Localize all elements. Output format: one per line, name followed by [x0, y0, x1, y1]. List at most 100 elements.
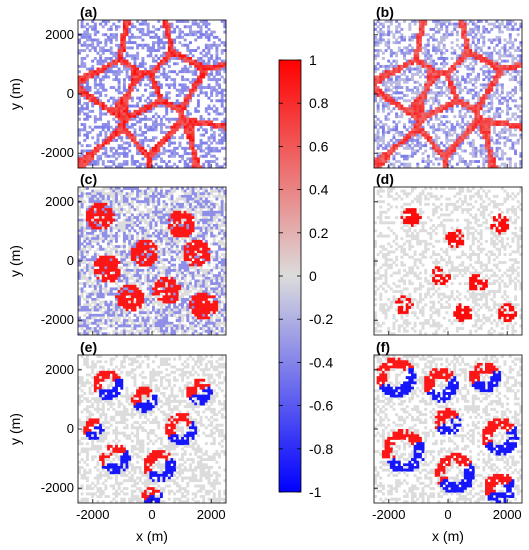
heatmap-cell: [128, 46, 132, 50]
heatmap-cell: [477, 25, 481, 29]
heatmap-cell: [374, 43, 377, 47]
heatmap-cell: [397, 144, 401, 148]
heatmap-cell: [220, 123, 224, 127]
heatmap-cell: [215, 125, 219, 129]
heatmap-cell: [83, 274, 87, 278]
heatmap-cell: [101, 229, 105, 233]
heatmap-cell: [104, 38, 108, 42]
heatmap-cell: [80, 123, 84, 127]
heatmap-cell: [392, 70, 396, 74]
heatmap-cell: [411, 141, 414, 145]
heatmap-cell: [189, 160, 192, 164]
heatmap-cell: [204, 72, 208, 76]
heatmap-cell: [223, 43, 227, 47]
heatmap-cell: [107, 210, 111, 214]
heatmap-cell: [136, 239, 140, 243]
heatmap-cell: [159, 138, 163, 142]
heatmap-cell: [93, 75, 97, 79]
heatmap-cell: [91, 41, 95, 45]
heatmap-cell: [157, 49, 161, 53]
heatmap-cell: [141, 144, 145, 148]
heatmap-cell: [196, 64, 200, 68]
heatmap-cell: [178, 120, 182, 124]
heatmap-cell: [115, 253, 118, 257]
heatmap-cell: [212, 86, 216, 90]
heatmap-cell: [516, 46, 520, 50]
heatmap-cell: [157, 88, 161, 92]
heatmap-cell: [141, 234, 145, 238]
heatmap-cell: [109, 261, 113, 264]
heatmap-cell: [471, 117, 475, 121]
heatmap-cell: [91, 27, 95, 31]
heatmap-cell: [125, 25, 129, 29]
heatmap-cell: [78, 117, 81, 121]
heatmap-cell: [107, 75, 111, 79]
heatmap-cell: [455, 96, 459, 100]
heatmap-cell: [374, 88, 377, 92]
heatmap-cell: [189, 237, 192, 241]
heatmap-cell: [490, 88, 494, 92]
heatmap-cell: [112, 72, 116, 76]
heatmap-cell: [109, 125, 113, 129]
heatmap-cell: [112, 112, 116, 116]
heatmap-cell: [212, 239, 216, 243]
heatmap-cell: [199, 229, 203, 233]
heatmap-cell: [466, 67, 470, 71]
heatmap-cell: [109, 49, 113, 53]
heatmap-cell: [455, 62, 459, 66]
heatmap-cell: [381, 131, 385, 134]
heatmap-cell: [479, 67, 483, 71]
heatmap-cell: [122, 213, 126, 217]
heatmap-cell: [463, 123, 467, 127]
heatmap-cell: [115, 239, 118, 243]
heatmap-cell: [183, 149, 187, 153]
heatmap-cell: [381, 75, 385, 79]
heatmap-cell: [202, 123, 206, 127]
heatmap-cell: [138, 128, 142, 132]
heatmap-cell: [99, 200, 103, 204]
heatmap-cell: [498, 57, 502, 60]
heatmap-cell: [466, 46, 470, 50]
heatmap-cell: [482, 120, 486, 124]
heatmap-cell: [144, 125, 148, 129]
heatmap-cell: [196, 80, 200, 84]
heatmap-cell: [181, 154, 185, 158]
heatmap-cell: [498, 70, 502, 74]
heatmap-cell: [424, 144, 428, 148]
heatmap-cell: [112, 247, 116, 251]
heatmap-cell: [199, 144, 203, 148]
heatmap-cell: [91, 64, 95, 68]
heatmap-cell: [389, 144, 393, 148]
heatmap-cell: [157, 86, 161, 90]
heatmap-cell: [138, 162, 142, 166]
heatmap-cell: [474, 131, 478, 134]
heatmap-cell: [196, 194, 200, 198]
heatmap-cell: [461, 49, 465, 53]
heatmap-cell: [181, 253, 185, 257]
heatmap-cell: [88, 245, 92, 249]
heatmap-cell: [109, 133, 113, 137]
heatmap-cell: [434, 83, 438, 87]
heatmap-cell: [392, 91, 396, 95]
heatmap-cell: [448, 86, 451, 90]
heatmap-cell: [191, 250, 195, 254]
heatmap-cell: [152, 107, 155, 111]
heatmap-cell: [130, 138, 134, 142]
heatmap-cell: [191, 229, 195, 233]
heatmap-cell: [96, 99, 100, 103]
heatmap-cell: [154, 75, 158, 79]
heatmap-cell: [379, 80, 383, 84]
heatmap-cell: [146, 197, 150, 201]
heatmap-cell: [210, 149, 214, 153]
heatmap-cell: [144, 43, 148, 47]
heatmap-cell: [474, 35, 478, 39]
heatmap-cell: [440, 152, 444, 156]
heatmap-cell: [149, 30, 153, 34]
heatmap-cell: [80, 200, 84, 204]
heatmap-cell: [207, 271, 211, 275]
heatmap-cell: [191, 62, 195, 66]
heatmap-cell: [413, 51, 417, 55]
heatmap-cell: [503, 43, 507, 47]
heatmap-cell: [477, 51, 481, 55]
heatmap-cell: [167, 237, 171, 241]
